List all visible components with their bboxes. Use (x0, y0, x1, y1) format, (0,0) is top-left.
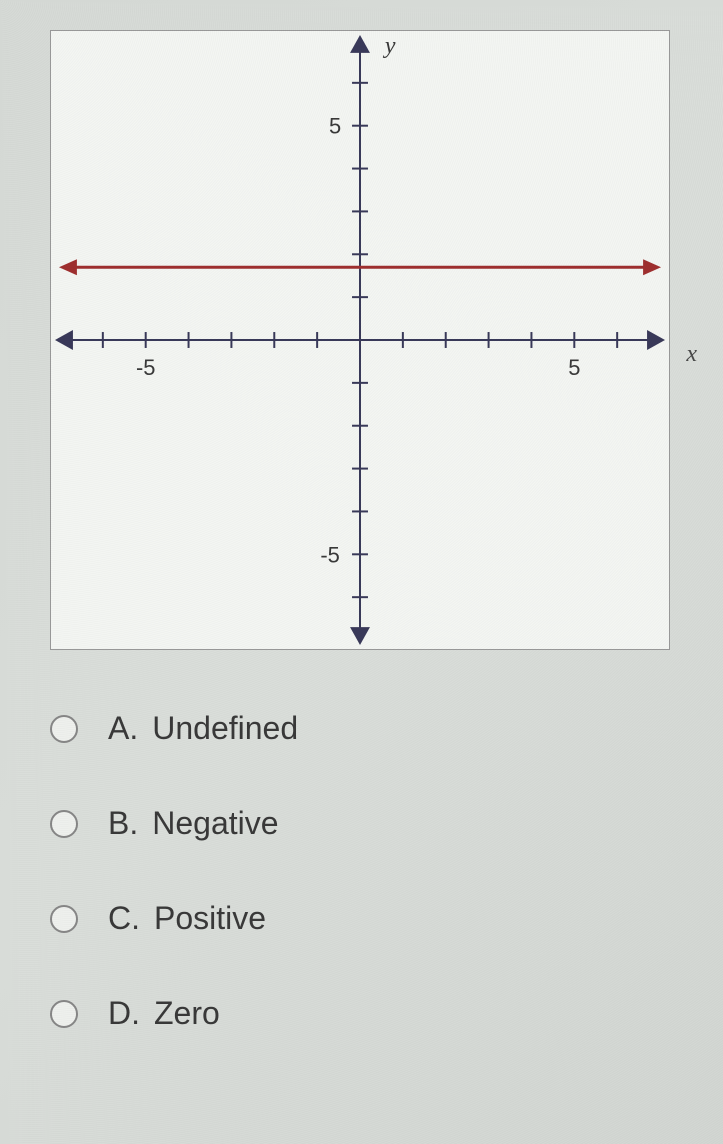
line-left-arrow (59, 259, 77, 275)
radio-d[interactable] (50, 1000, 78, 1028)
option-a-text: Undefined (152, 710, 298, 747)
option-b-row[interactable]: B. Negative (50, 805, 693, 842)
option-c-text: Positive (154, 900, 266, 937)
x-axis-left-arrow (55, 330, 73, 350)
y-tick-pos5: 5 (329, 114, 341, 139)
y-axis-label: y (383, 33, 396, 59)
y-axis-up-arrow (350, 35, 370, 53)
option-a-row[interactable]: A. Undefined (50, 710, 693, 747)
option-d-letter: D. (108, 995, 140, 1032)
answer-options: A. Undefined B. Negative C. Positive D. … (50, 710, 693, 1032)
x-axis-right-arrow (647, 330, 665, 350)
x-axis-label: x (686, 341, 697, 368)
radio-c[interactable] (50, 905, 78, 933)
option-c-letter: C. (108, 900, 140, 937)
option-c-row[interactable]: C. Positive (50, 900, 693, 937)
y-tick-neg5: -5 (320, 542, 339, 567)
line-right-arrow (643, 259, 661, 275)
option-b-text: Negative (152, 805, 278, 842)
option-d-text: Zero (154, 995, 220, 1032)
radio-a[interactable] (50, 715, 78, 743)
option-b-letter: B. (108, 805, 138, 842)
coordinate-graph: -5 5 5 -5 y x (50, 30, 670, 650)
graph-svg: -5 5 5 -5 y (51, 31, 669, 649)
x-tick-neg5: -5 (136, 355, 155, 380)
option-a-letter: A. (108, 710, 138, 747)
radio-b[interactable] (50, 810, 78, 838)
y-axis-down-arrow (350, 627, 370, 645)
x-tick-pos5: 5 (568, 355, 580, 380)
option-d-row[interactable]: D. Zero (50, 995, 693, 1032)
